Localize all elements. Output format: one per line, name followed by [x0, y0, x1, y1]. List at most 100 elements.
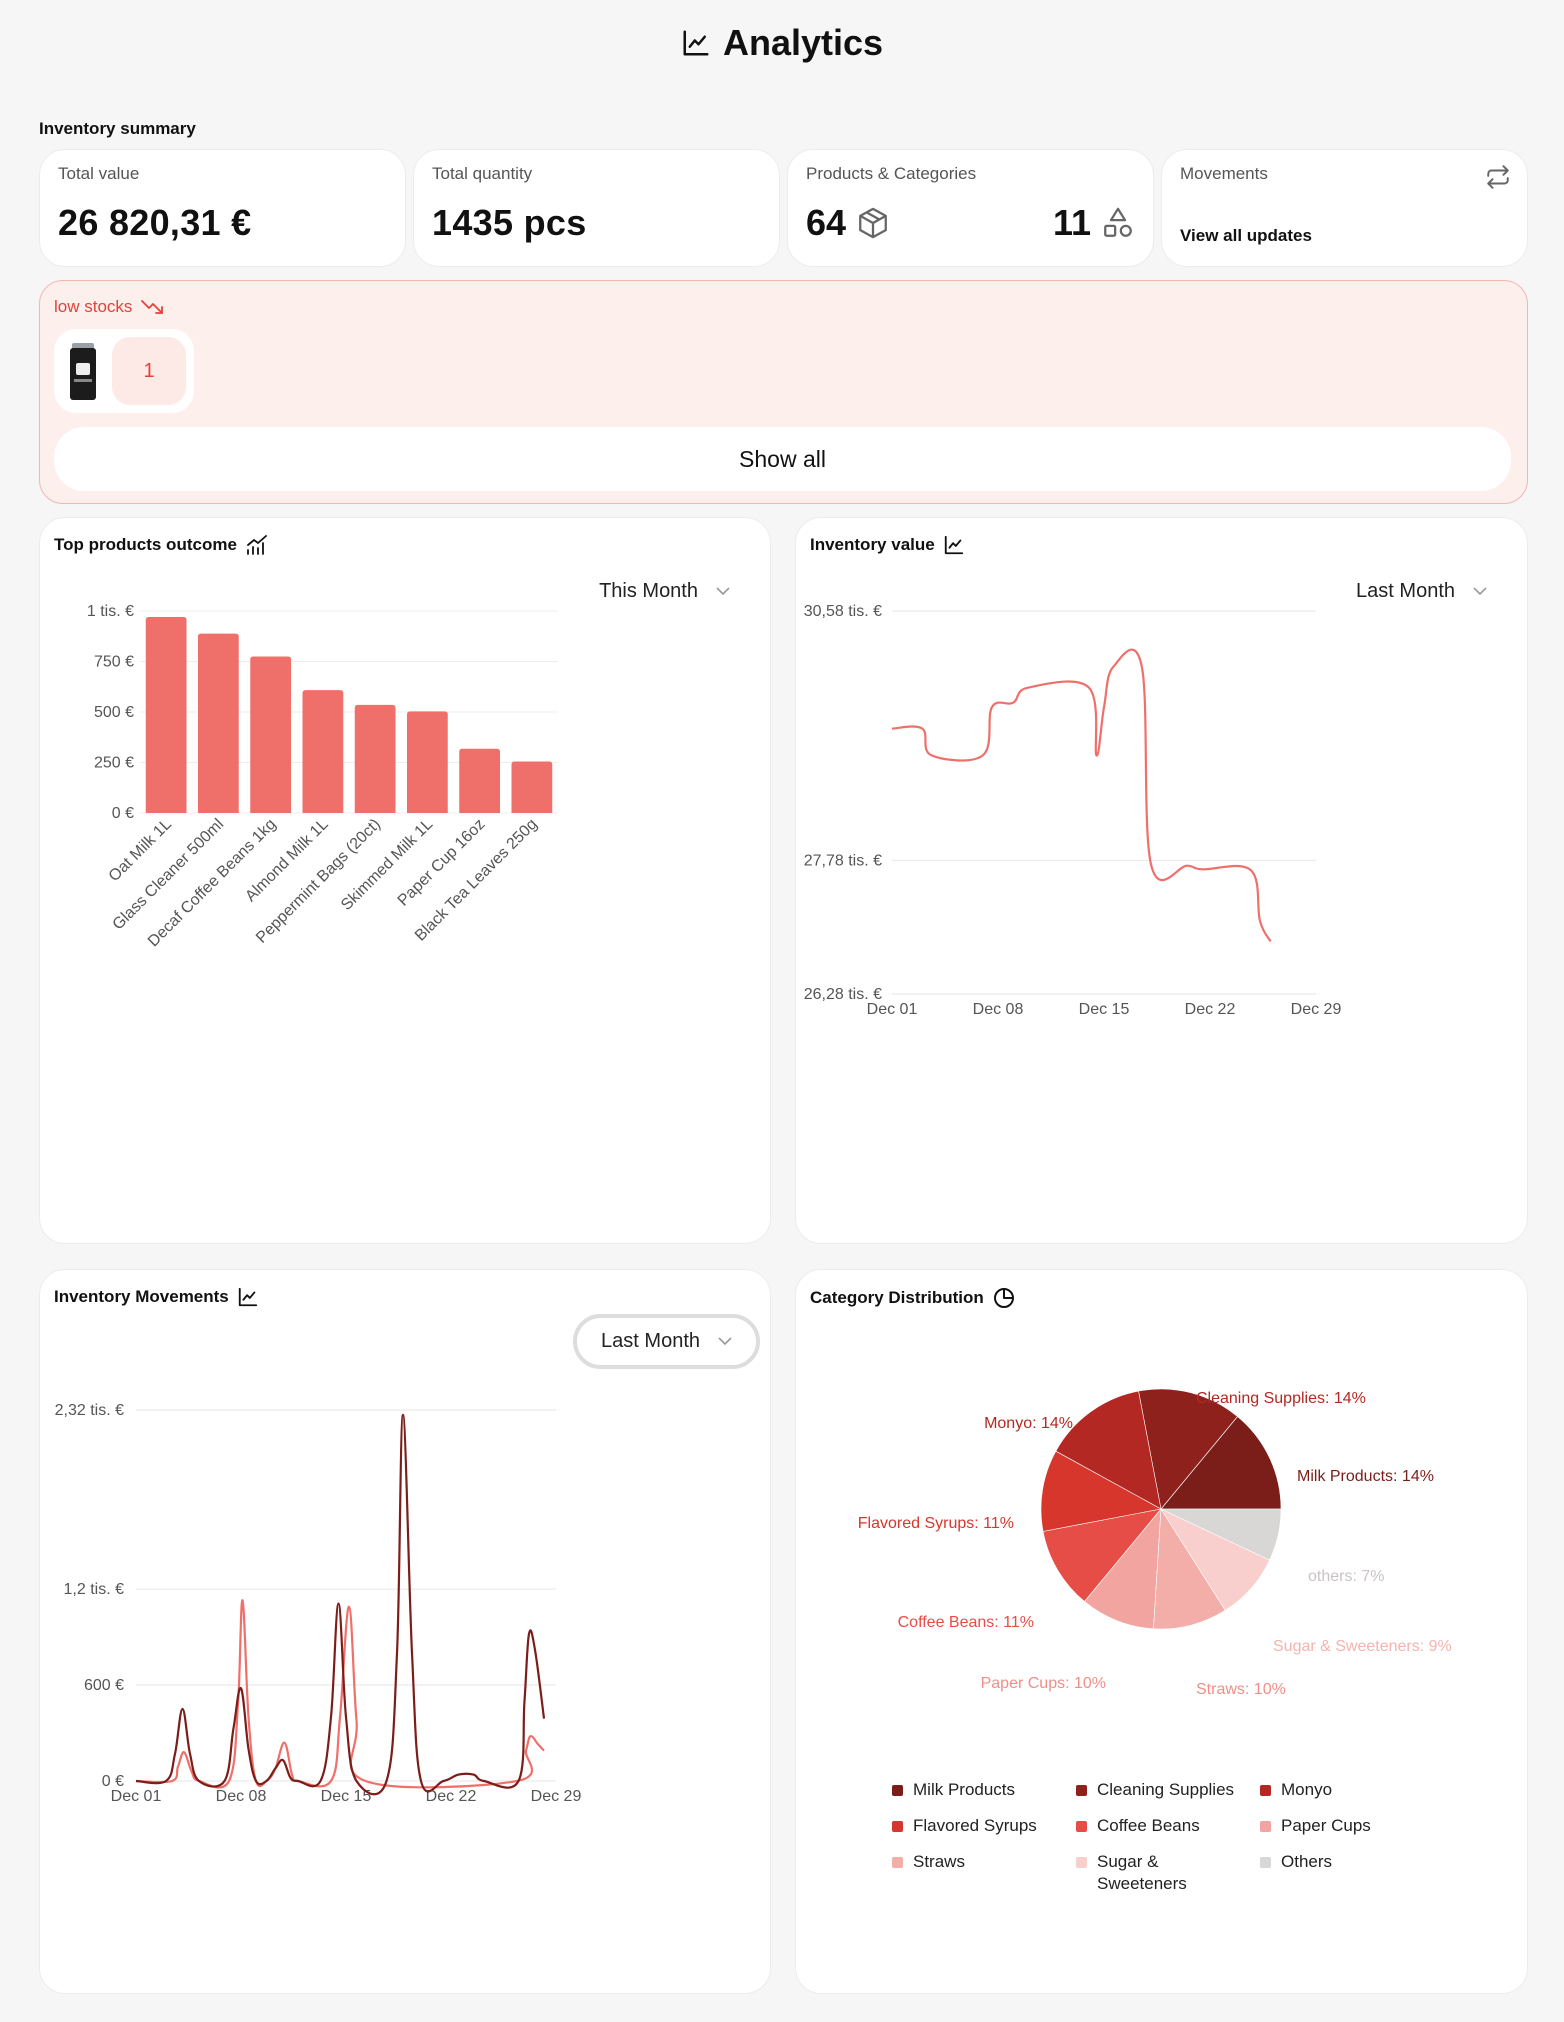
view-all-updates-link[interactable]: View all updates [1180, 226, 1312, 245]
bar [250, 656, 292, 813]
pie-slice-label: Flavored Syrups: 11% [858, 1515, 1014, 1532]
category-distribution-card: Category Distribution Milk Products: 14%… [795, 1269, 1528, 1994]
inventory-value-period: Last Month [1356, 580, 1455, 602]
inventory-movements-chart: 0 € 600 € 1,2 tis. € 2,32 tis. € Dec 01 Dec 0… [55, 1402, 582, 1805]
x-tick-label: Dec 15 [1079, 1001, 1130, 1018]
legend-swatch [1260, 1857, 1271, 1868]
x-tick-label: Dec 22 [426, 1788, 477, 1805]
inventory-summary-label: Inventory summary [39, 119, 196, 138]
legend-label: Coffee Beans [1097, 1816, 1200, 1835]
products-categories-card[interactable]: Products & Categories 64 11 [787, 149, 1154, 267]
legend-item[interactable]: Flavored Syrups [892, 1815, 1076, 1837]
low-stocks-panel: low stocks 1 Show all [39, 280, 1528, 504]
inventory-value-chart: 26,28 tis. € 27,78 tis. € 30,58 tis. € Dec … [804, 603, 1342, 1018]
show-all-button[interactable]: Show all [54, 427, 1511, 491]
y-tick-label: 27,78 tis. € [804, 852, 882, 869]
value-line [891, 648, 1272, 942]
y-tick-label: 750 € [94, 654, 134, 671]
x-tick-label: Dec 29 [531, 1788, 582, 1805]
total-value-label: Total value [58, 164, 140, 183]
legend-swatch [892, 1821, 903, 1832]
top-products-period-select[interactable]: This Month [599, 580, 730, 603]
pie-slice [1042, 1508, 1162, 1602]
x-tick-label: Dec 08 [973, 1001, 1024, 1018]
y-tick-label: 0 € [102, 1773, 124, 1790]
legend-swatch [1076, 1821, 1087, 1832]
pie-slice-label: others: 7% [1308, 1568, 1384, 1585]
y-tick-label: 26,28 tis. € [804, 986, 882, 1003]
bar [354, 704, 396, 813]
pie-slice-label: Paper Cups: 10% [981, 1675, 1106, 1692]
legend-item[interactable]: Sugar & Sweeteners [1076, 1851, 1260, 1895]
legend-swatch [1260, 1785, 1271, 1796]
x-tick-label: Dec 29 [1291, 1001, 1342, 1018]
legend-label: Paper Cups [1281, 1816, 1371, 1835]
legend-swatch [1076, 1785, 1087, 1796]
legend-item[interactable]: Paper Cups [1260, 1815, 1410, 1837]
legend-item[interactable]: Cleaning Supplies [1076, 1779, 1260, 1801]
legend-label: Flavored Syrups [913, 1816, 1037, 1835]
x-tick-label: Dec 08 [216, 1788, 267, 1805]
pie-slice-label: Coffee Beans: 11% [898, 1614, 1034, 1631]
pie-slice [1160, 1508, 1282, 1561]
y-tick-label: 250 € [94, 755, 134, 772]
pie-slice-label: Sugar & Sweeteners: 9% [1273, 1638, 1452, 1655]
pie-slice-label: Monyo: 14% [984, 1415, 1073, 1432]
movements-period: Last Month [601, 1330, 700, 1352]
bar [459, 748, 501, 813]
pie-slice-label: Cleaning Supplies: 14% [1196, 1390, 1366, 1407]
bar-chart-icon [247, 535, 267, 555]
total-value-card: Total value 26 820,31 € [39, 149, 406, 267]
legend-item[interactable]: Coffee Beans [1076, 1815, 1260, 1837]
pie-slice [1138, 1388, 1238, 1510]
y-tick-label: 0 € [112, 805, 134, 822]
top-products-card: Top products outcome This Month 0 € 250 €… [39, 517, 771, 1244]
pie-slice [1153, 1508, 1226, 1630]
legend-swatch [892, 1857, 903, 1868]
y-tick-label: 2,32 tis. € [55, 1402, 124, 1419]
movements-period-select[interactable]: Last Month [573, 1314, 760, 1369]
legend-item[interactable]: Monyo [1260, 1779, 1410, 1801]
y-tick-label: 500 € [94, 704, 134, 721]
bar [145, 617, 187, 813]
x-tick-label: Skimmed Milk 1L [338, 816, 436, 914]
bar [197, 633, 239, 813]
x-tick-label: Dec 22 [1185, 1001, 1236, 1018]
y-tick-label: 30,58 tis. € [804, 603, 882, 620]
legend-item[interactable]: Straws [892, 1851, 1076, 1895]
pie-slice-label: Milk Products: 14% [1297, 1468, 1434, 1485]
legend-item[interactable]: Others [1260, 1851, 1410, 1895]
chevron-down-icon [716, 587, 730, 596]
movement-line [135, 1599, 545, 1789]
inventory-value-period-select[interactable]: Last Month [1356, 580, 1487, 603]
low-stock-item[interactable]: 1 [54, 329, 194, 413]
legend-item[interactable]: Milk Products [892, 1779, 1076, 1801]
total-value: 26 820,31 € [58, 202, 252, 243]
pie-slice [1040, 1450, 1162, 1532]
category-pie-chart: Milk Products: 14% Cleaning Supplies: 14%… [858, 1388, 1452, 1698]
pie-chart-icon [993, 1288, 1014, 1308]
categories-count: 11 [1052, 202, 1091, 243]
pie-slice [1055, 1390, 1162, 1510]
line-chart-icon [944, 535, 963, 555]
legend-label: Sugar & Sweeteners [1097, 1852, 1187, 1893]
movements-card[interactable]: Movements View all updates [1161, 149, 1528, 267]
product-thumbnail [68, 343, 98, 401]
total-quantity-label: Total quantity [432, 164, 533, 183]
top-products-title: Top products outcome [54, 535, 237, 554]
pie-slice [1084, 1508, 1162, 1630]
inventory-value-card: Inventory value Last Month 26,28 tis. €2… [795, 517, 1528, 1244]
bar [511, 761, 553, 813]
x-tick-label: Dec 01 [867, 1001, 918, 1018]
legend-label: Milk Products [913, 1780, 1016, 1799]
legend-label: Straws [913, 1852, 965, 1871]
movement-line [135, 1413, 546, 1796]
category-distribution-title: Category Distribution [810, 1288, 984, 1307]
y-tick-label: 1 tis. € [87, 603, 134, 620]
page-title: Analytics [722, 22, 884, 63]
legend-swatch [1076, 1857, 1087, 1868]
x-tick-label: Dec 15 [321, 1788, 372, 1805]
movements-label: Movements [1180, 164, 1268, 183]
line-chart-icon [238, 1287, 257, 1307]
low-stock-count: 1 [112, 337, 186, 405]
